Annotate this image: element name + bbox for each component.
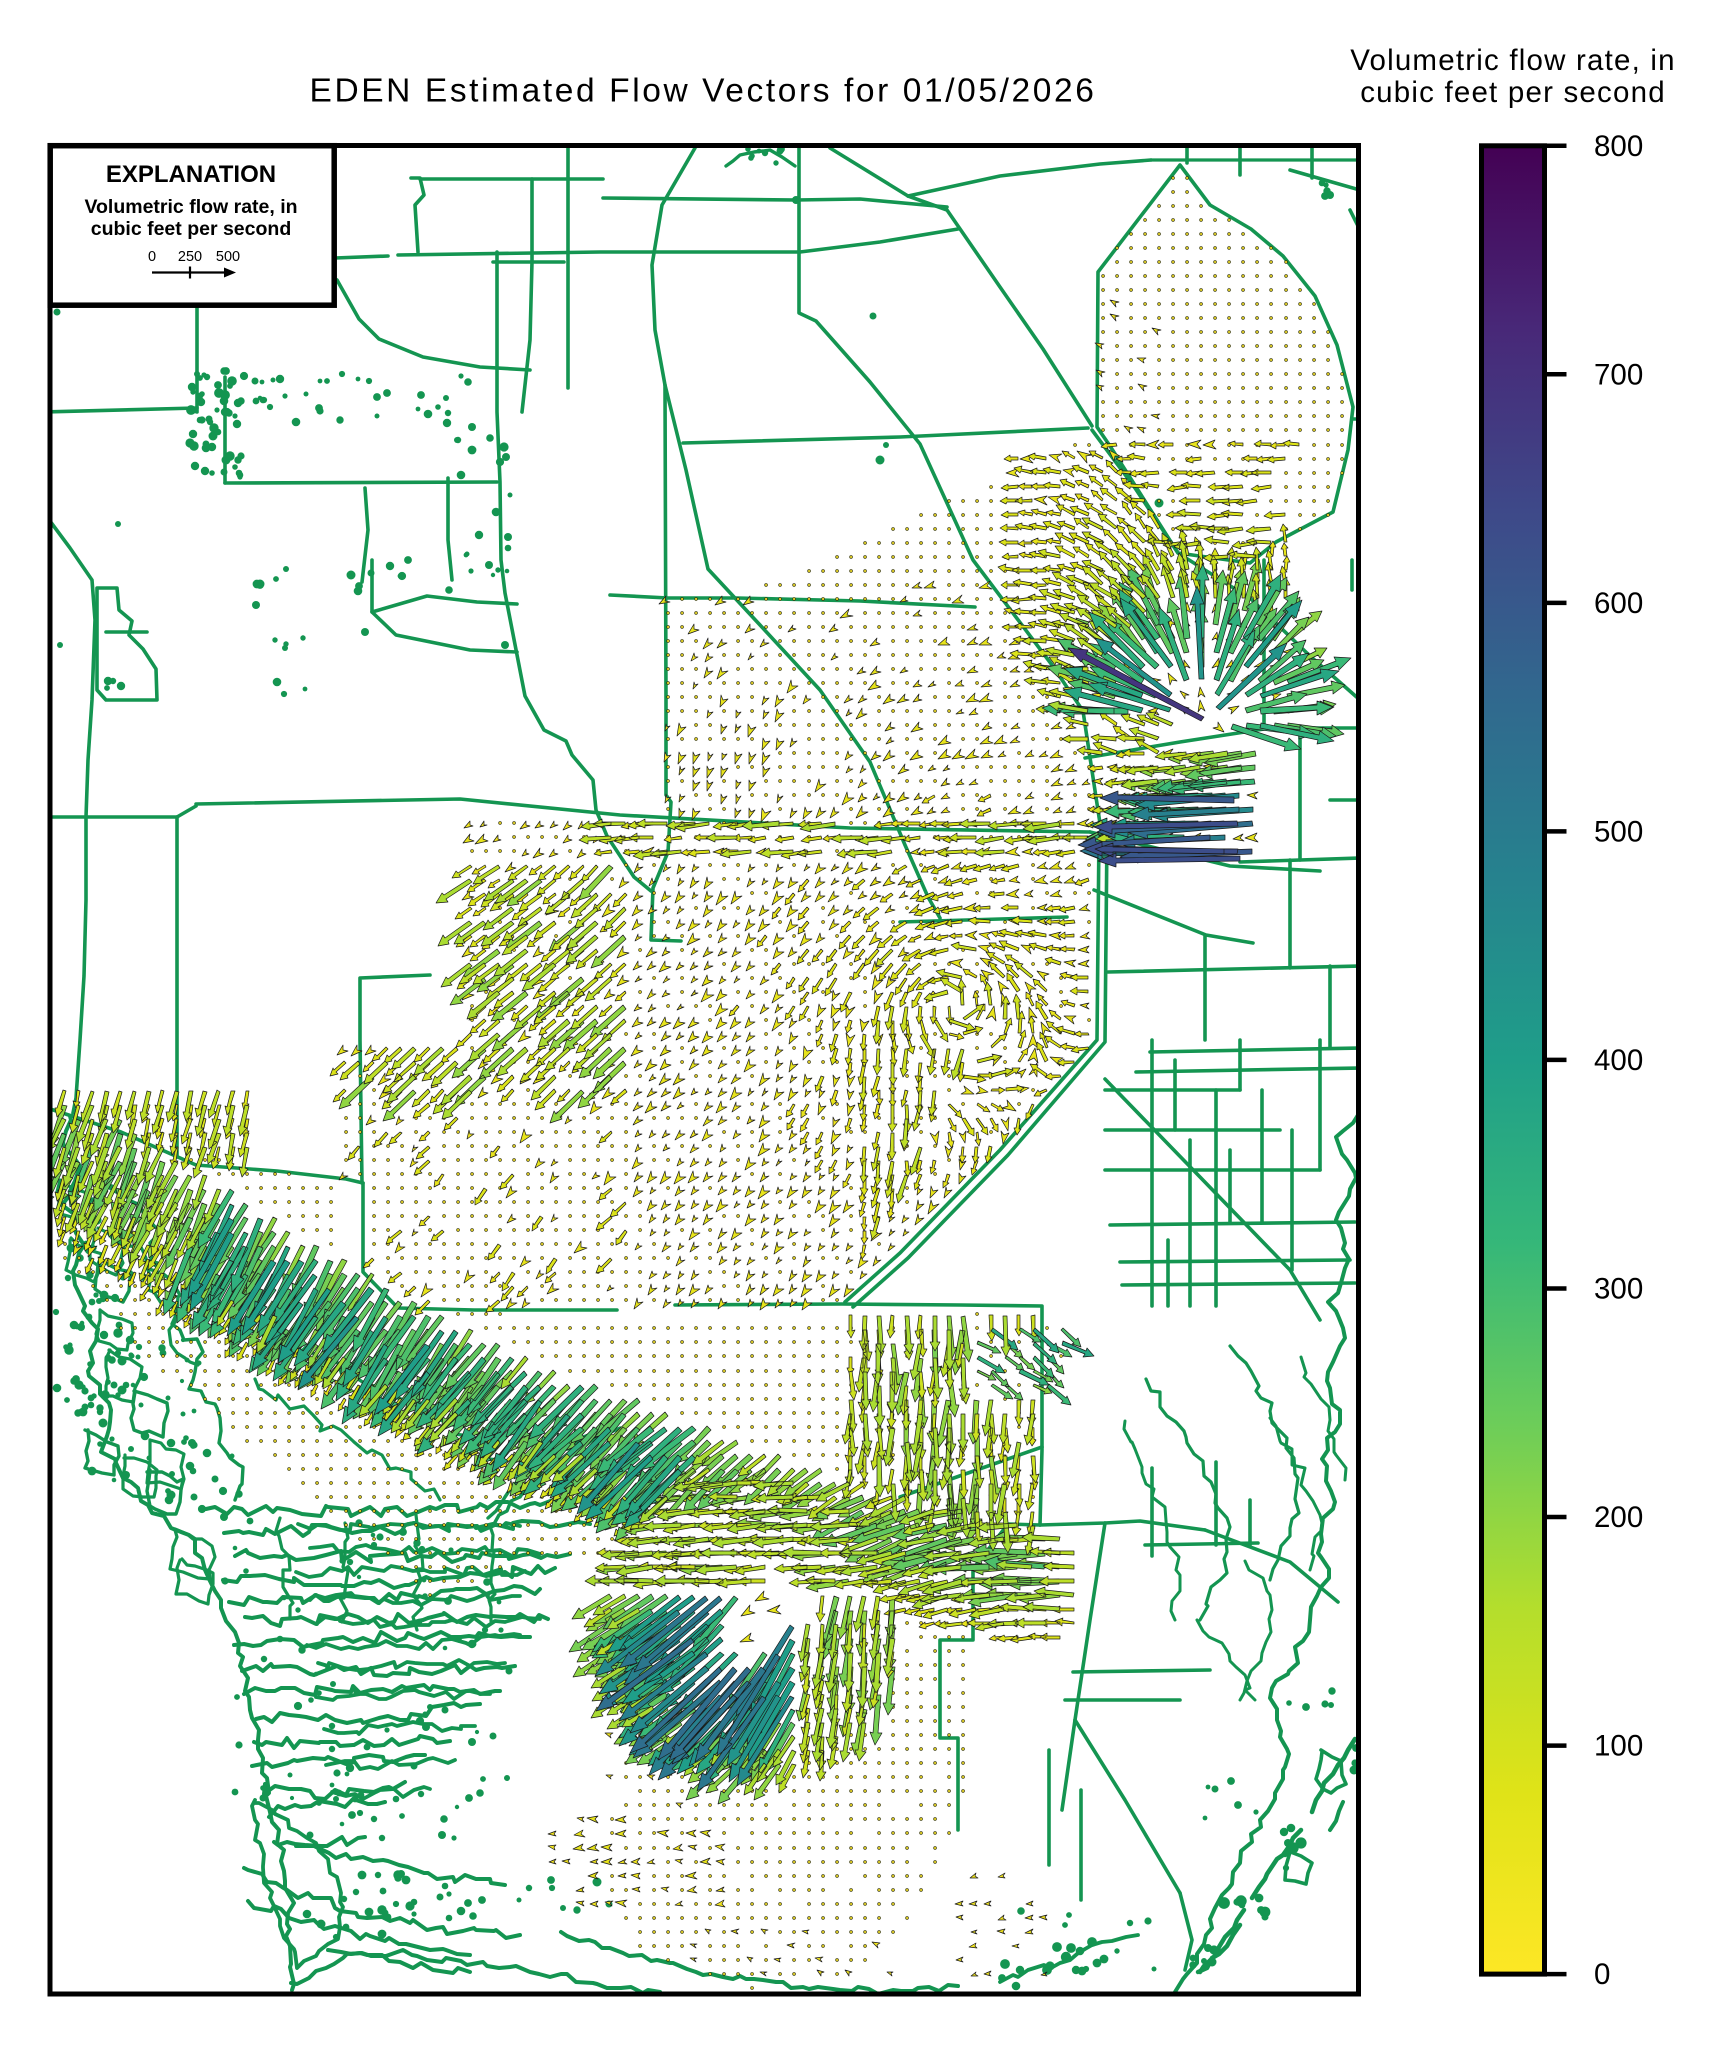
svg-text:cubic feet per second: cubic feet per second bbox=[1360, 76, 1666, 109]
svg-text:300: 300 bbox=[1594, 1273, 1643, 1306]
svg-text:Volumetric flow rate, in: Volumetric flow rate, in bbox=[84, 196, 297, 218]
svg-text:Volumetric flow rate, in: Volumetric flow rate, in bbox=[1350, 44, 1676, 77]
svg-text:EXPLANATION: EXPLANATION bbox=[106, 161, 276, 188]
svg-text:cubic feet per second: cubic feet per second bbox=[91, 218, 291, 240]
svg-text:0: 0 bbox=[1594, 1958, 1610, 1991]
svg-text:500: 500 bbox=[1594, 815, 1643, 848]
svg-text:200: 200 bbox=[1594, 1501, 1643, 1534]
svg-text:EDEN Estimated Flow Vectors fo: EDEN Estimated Flow Vectors for 01/05/20… bbox=[310, 73, 1097, 110]
svg-text:600: 600 bbox=[1594, 587, 1643, 620]
svg-text:400: 400 bbox=[1594, 1044, 1643, 1077]
svg-text:800: 800 bbox=[1594, 130, 1643, 163]
svg-text:250: 250 bbox=[178, 249, 202, 265]
svg-text:500: 500 bbox=[216, 249, 240, 265]
svg-text:100: 100 bbox=[1594, 1730, 1643, 1763]
svg-text:0: 0 bbox=[148, 249, 156, 265]
svg-text:700: 700 bbox=[1594, 358, 1643, 391]
